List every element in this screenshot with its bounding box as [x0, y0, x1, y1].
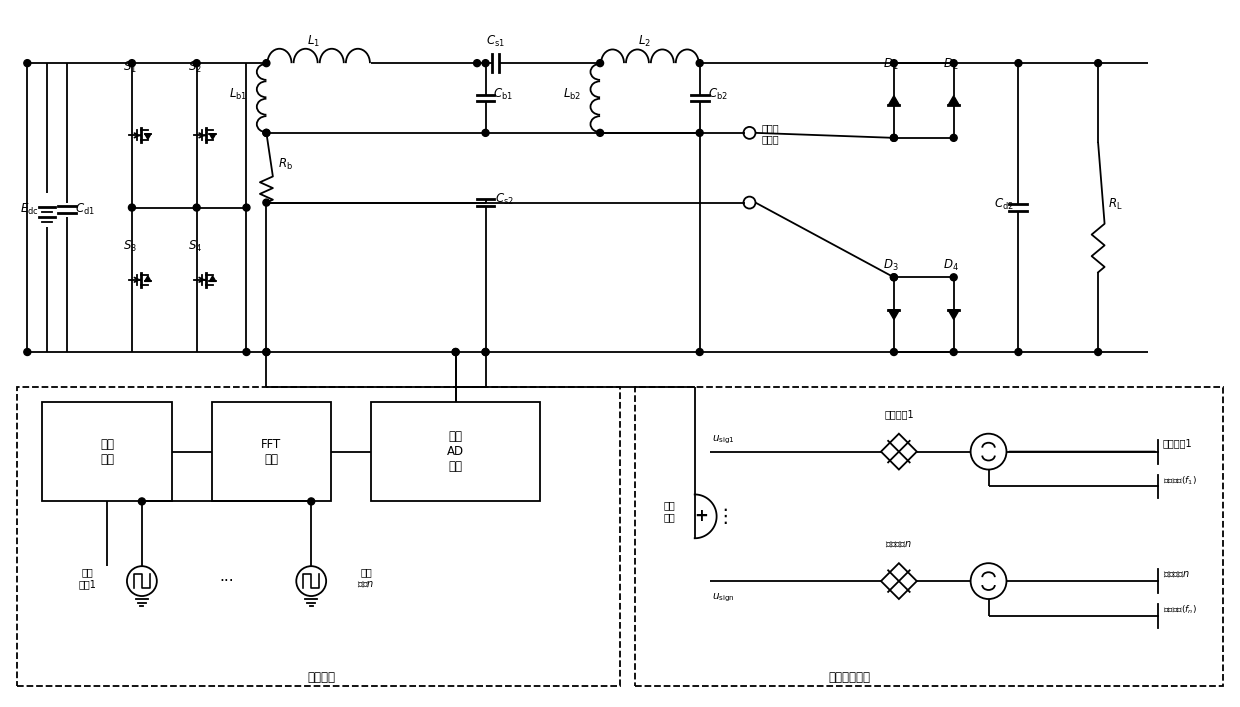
Circle shape	[1095, 349, 1101, 356]
Circle shape	[129, 59, 135, 66]
Circle shape	[308, 498, 315, 505]
Circle shape	[263, 349, 270, 356]
Text: 调制信号$n$: 调制信号$n$	[1163, 568, 1190, 578]
Text: 信号
叠加: 信号 叠加	[663, 501, 676, 522]
Text: $L_1$: $L_1$	[308, 34, 320, 49]
Polygon shape	[888, 95, 899, 105]
Text: $S_4$: $S_4$	[187, 239, 202, 254]
Text: $L_{\rm b2}$: $L_{\rm b2}$	[563, 87, 582, 102]
Circle shape	[453, 349, 459, 356]
Text: 信号
复原: 信号 复原	[100, 438, 114, 466]
Text: 解调
信号$n$: 解调 信号$n$	[357, 567, 374, 589]
Text: $C_{\rm s1}$: $C_{\rm s1}$	[486, 34, 505, 49]
Circle shape	[482, 129, 489, 136]
Polygon shape	[145, 134, 151, 139]
Text: 信号载波$(f_1)$: 信号载波$(f_1)$	[1163, 474, 1197, 487]
Circle shape	[890, 59, 898, 66]
Text: $C_{\rm s2}$: $C_{\rm s2}$	[496, 192, 515, 206]
Circle shape	[950, 59, 957, 66]
Circle shape	[263, 129, 270, 136]
Polygon shape	[210, 134, 216, 139]
Text: $u_{\rm sig1}$: $u_{\rm sig1}$	[712, 434, 735, 446]
Circle shape	[696, 59, 703, 66]
Text: 高频
AD
采样: 高频 AD 采样	[448, 430, 464, 473]
Text: $D_4$: $D_4$	[942, 258, 959, 274]
Circle shape	[950, 349, 957, 356]
Text: +: +	[694, 508, 708, 525]
Text: 信号加
载端口: 信号加 载端口	[761, 123, 779, 144]
Circle shape	[1016, 349, 1022, 356]
Text: FFT
运算: FFT 运算	[262, 438, 281, 466]
Text: ...: ...	[219, 568, 234, 583]
Circle shape	[263, 59, 270, 66]
Text: ⋮: ⋮	[714, 507, 734, 526]
Text: 解调
信号1: 解调 信号1	[78, 567, 95, 589]
Circle shape	[596, 129, 604, 136]
Circle shape	[129, 204, 135, 211]
Text: $D_2$: $D_2$	[942, 57, 959, 72]
Text: $u_{\rm sign}$: $u_{\rm sign}$	[712, 592, 735, 604]
Circle shape	[453, 349, 459, 356]
Circle shape	[950, 134, 957, 141]
Circle shape	[482, 349, 489, 356]
Circle shape	[890, 274, 898, 281]
Text: $L_{\rm b1}$: $L_{\rm b1}$	[229, 87, 248, 102]
Text: 复合信号调制: 复合信号调制	[828, 671, 870, 684]
Circle shape	[474, 59, 481, 66]
Circle shape	[890, 134, 898, 141]
Circle shape	[950, 274, 957, 281]
Text: $S_1$: $S_1$	[123, 60, 136, 75]
Circle shape	[263, 129, 270, 136]
Polygon shape	[888, 310, 899, 320]
Text: $S_3$: $S_3$	[123, 239, 136, 254]
Text: $C_{\rm d1}$: $C_{\rm d1}$	[76, 201, 95, 216]
Text: 信号载波$(f_n)$: 信号载波$(f_n)$	[1163, 604, 1197, 617]
Circle shape	[193, 59, 200, 66]
Circle shape	[243, 349, 250, 356]
Text: $C_{\rm d2}$: $C_{\rm d2}$	[993, 197, 1013, 211]
Text: 调制模块1: 调制模块1	[884, 409, 914, 419]
Text: $R_{\rm L}$: $R_{\rm L}$	[1109, 197, 1122, 211]
Polygon shape	[949, 95, 960, 105]
Circle shape	[596, 59, 604, 66]
Circle shape	[890, 349, 898, 356]
Circle shape	[1016, 59, 1022, 66]
Text: $C_{\rm b2}$: $C_{\rm b2}$	[708, 87, 728, 102]
Circle shape	[696, 129, 703, 136]
Text: $C_{\rm b1}$: $C_{\rm b1}$	[494, 87, 513, 102]
Circle shape	[24, 59, 31, 66]
Polygon shape	[210, 276, 216, 281]
Text: $D_3$: $D_3$	[883, 258, 899, 274]
Circle shape	[263, 349, 270, 356]
Text: $S_2$: $S_2$	[187, 60, 202, 75]
Circle shape	[263, 199, 270, 206]
Text: 调制模块$n$: 调制模块$n$	[885, 539, 913, 549]
Circle shape	[139, 498, 145, 505]
Circle shape	[24, 349, 31, 356]
Circle shape	[482, 59, 489, 66]
Text: $E_{\rm dc}$: $E_{\rm dc}$	[20, 201, 38, 216]
Text: $D_1$: $D_1$	[883, 57, 899, 72]
Text: $R_{\rm b}$: $R_{\rm b}$	[278, 157, 294, 172]
Circle shape	[482, 349, 489, 356]
Circle shape	[1095, 59, 1101, 66]
Circle shape	[243, 204, 250, 211]
Text: $L_2$: $L_2$	[639, 34, 651, 49]
Circle shape	[193, 204, 200, 211]
Circle shape	[890, 134, 898, 141]
Text: 信号解调: 信号解调	[308, 671, 335, 684]
Polygon shape	[145, 276, 151, 281]
Circle shape	[890, 274, 898, 281]
Text: 调制信号1: 调制信号1	[1163, 438, 1193, 449]
Polygon shape	[949, 310, 960, 320]
Circle shape	[696, 349, 703, 356]
